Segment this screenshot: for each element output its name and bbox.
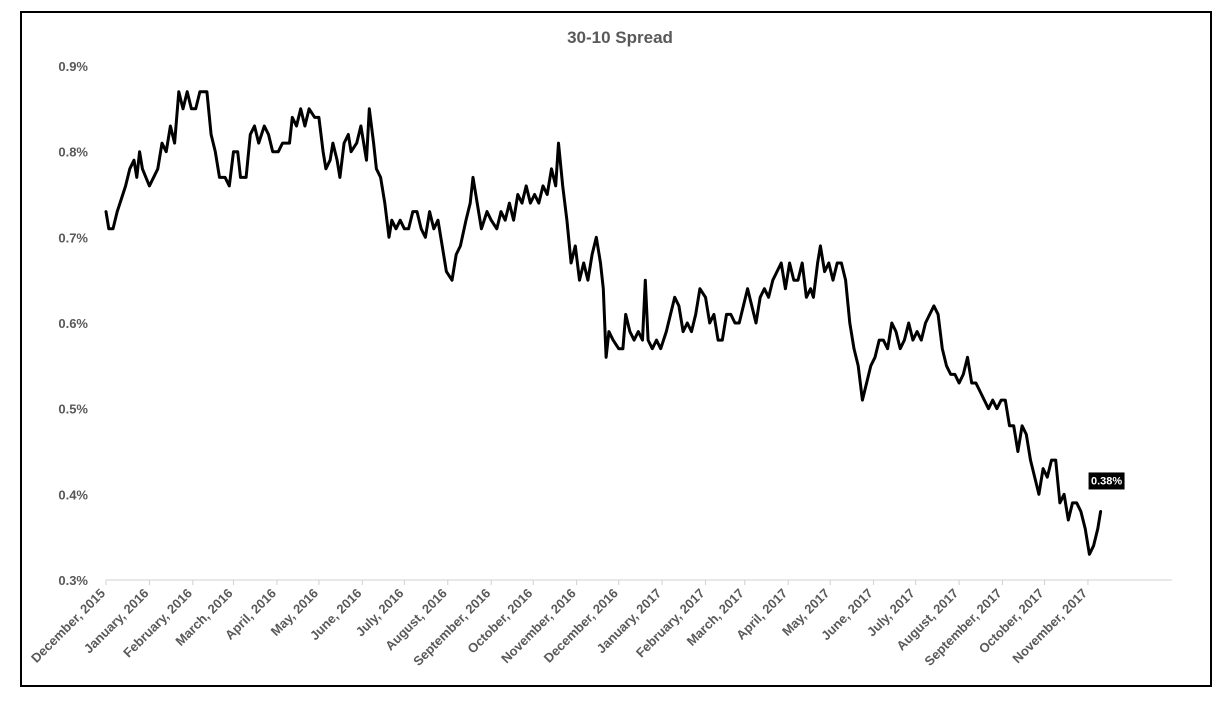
callout-label: 0.38%	[1091, 475, 1122, 487]
series-line	[104, 90, 1103, 556]
x-tick-label: September, 2016	[410, 586, 493, 669]
x-tick-label: December, 2015	[28, 586, 108, 666]
y-tick-label: 0.7%	[58, 230, 88, 245]
line-chart: 30-10 Spread 0.3% 0.4% 0.5% 0.6% 0.7% 0.8% 0.9…	[28, 28, 1172, 669]
y-tick-label: 0.5%	[58, 402, 88, 417]
x-tick-label: November, 2017	[1009, 586, 1090, 667]
y-tick-label: 0.3%	[58, 573, 88, 588]
series-polyline	[104, 90, 1103, 556]
value-callout: 0.38%	[1088, 472, 1125, 490]
x-tick-label: November, 2016	[498, 586, 579, 667]
y-axis: 0.3% 0.4% 0.5% 0.6% 0.7% 0.8% 0.9%	[58, 59, 88, 588]
callout-box	[1088, 472, 1125, 490]
chart-frame: 30-10 Spread 0.3% 0.4% 0.5% 0.6% 0.7% 0.8% 0.9…	[20, 11, 1212, 687]
chart-title: 30-10 Spread	[567, 28, 673, 47]
x-tick-label: December, 2016	[541, 586, 621, 666]
y-tick-label: 0.4%	[58, 487, 88, 502]
y-tick-label: 0.9%	[58, 59, 88, 74]
y-tick-label: 0.8%	[58, 145, 88, 160]
x-tick-label: September, 2017	[921, 586, 1004, 669]
y-tick-label: 0.6%	[58, 316, 88, 331]
annotation-layer: 0.38%	[1088, 472, 1125, 490]
